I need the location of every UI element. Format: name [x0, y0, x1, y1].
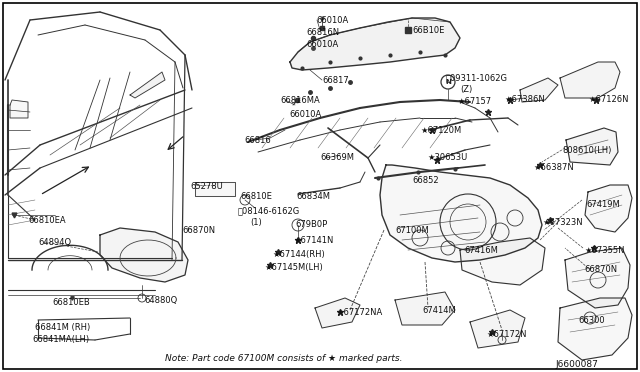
Text: 64894Q: 64894Q	[38, 238, 71, 247]
Polygon shape	[566, 128, 618, 165]
Text: 66010A: 66010A	[289, 110, 321, 119]
Text: 66010A: 66010A	[306, 40, 339, 49]
Text: ★67172N: ★67172N	[486, 330, 527, 339]
Text: ★66387N: ★66387N	[533, 163, 573, 172]
Text: 66817: 66817	[322, 76, 349, 85]
Text: Note: Part code 67100M consists of ★ marked parts.: Note: Part code 67100M consists of ★ mar…	[165, 354, 403, 363]
Polygon shape	[100, 228, 188, 282]
Text: 67414M: 67414M	[422, 306, 456, 315]
Text: 64880Q: 64880Q	[144, 296, 177, 305]
Text: Ⓞ09311-1062G: Ⓞ09311-1062G	[446, 73, 508, 82]
Text: 66870N: 66870N	[584, 265, 617, 274]
Polygon shape	[395, 292, 455, 325]
Text: 66369M: 66369M	[320, 153, 354, 162]
Text: 67416M: 67416M	[464, 246, 498, 255]
Polygon shape	[195, 182, 235, 196]
Text: 66810EA: 66810EA	[28, 216, 66, 225]
Text: ★67141N: ★67141N	[293, 236, 333, 245]
Polygon shape	[565, 248, 630, 308]
Text: 66816: 66816	[244, 136, 271, 145]
Text: ★67157: ★67157	[457, 97, 491, 106]
Text: 66852: 66852	[412, 176, 438, 185]
Polygon shape	[130, 72, 165, 98]
Polygon shape	[460, 238, 545, 285]
Text: 808610(LH): 808610(LH)	[562, 146, 611, 155]
Text: ★67323N: ★67323N	[542, 218, 582, 227]
Polygon shape	[520, 78, 558, 102]
Text: 66841MA(LH): 66841MA(LH)	[32, 335, 89, 344]
Text: 66816MA: 66816MA	[280, 96, 320, 105]
Text: J6600087: J6600087	[555, 360, 598, 369]
Text: 679B0P: 679B0P	[295, 220, 327, 229]
Text: 67100M: 67100M	[395, 226, 429, 235]
Text: (1): (1)	[250, 218, 262, 227]
Text: 66010A: 66010A	[316, 16, 348, 25]
Text: ★67355N: ★67355N	[584, 246, 625, 255]
Text: ⒱08146-6162G: ⒱08146-6162G	[238, 206, 300, 215]
Polygon shape	[560, 62, 620, 98]
Text: 66B10E: 66B10E	[412, 26, 444, 35]
Text: 66816N: 66816N	[306, 28, 339, 37]
Text: 65278U: 65278U	[190, 182, 223, 191]
Text: ★67172NA: ★67172NA	[336, 308, 382, 317]
Text: ★67144(RH): ★67144(RH)	[272, 250, 324, 259]
Polygon shape	[10, 100, 28, 118]
Text: 66810E: 66810E	[240, 192, 272, 201]
Polygon shape	[380, 165, 542, 262]
Text: 66300: 66300	[578, 316, 605, 325]
Text: 66810EB: 66810EB	[52, 298, 90, 307]
Polygon shape	[315, 298, 360, 328]
Text: ★67386N: ★67386N	[504, 95, 545, 104]
Polygon shape	[585, 185, 632, 232]
Polygon shape	[470, 310, 525, 348]
Text: ★67145M(LH): ★67145M(LH)	[264, 263, 323, 272]
Polygon shape	[290, 18, 460, 70]
Text: N: N	[445, 79, 451, 85]
Text: 66870N: 66870N	[182, 226, 215, 235]
Text: 66834M: 66834M	[296, 192, 330, 201]
Text: ★67120M: ★67120M	[420, 126, 461, 135]
Text: (Z): (Z)	[460, 85, 472, 94]
Polygon shape	[558, 298, 632, 360]
Text: ★30653U: ★30653U	[427, 153, 467, 162]
Text: 67419M: 67419M	[586, 200, 620, 209]
Text: 66841M (RH): 66841M (RH)	[35, 323, 90, 332]
Text: ★67126N: ★67126N	[588, 95, 628, 104]
